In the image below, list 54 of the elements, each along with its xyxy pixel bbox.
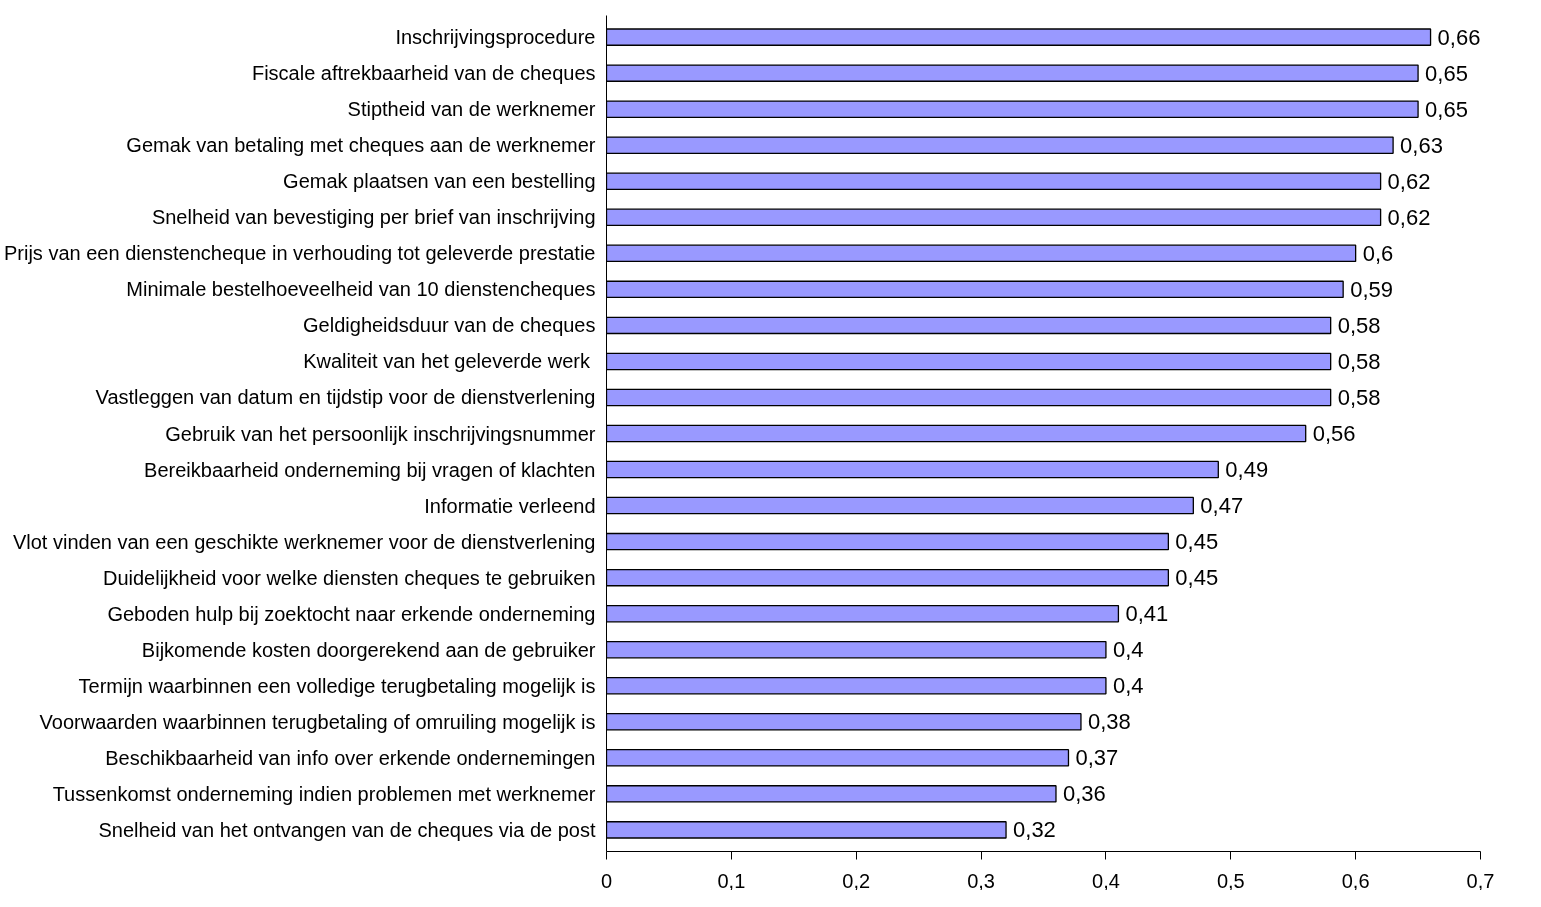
data-label: 0,62: [1387, 204, 1431, 230]
data-label: 0,38: [1087, 709, 1131, 735]
y-tick-label: Vlot vinden van een geschikte werknemer voor de dienstverlening: [12, 530, 596, 553]
y-tick-label: Termijn waarbinnen een volledige terugbetaling mogelijk is: [78, 674, 596, 697]
data-label: 0,58: [1337, 312, 1381, 338]
y-tick-label: Bijkomende kosten doorgerekend aan de gebruiker: [141, 638, 596, 661]
data-label: 0,66: [1437, 24, 1481, 50]
x-tick-label: 0,3: [967, 869, 995, 892]
data-label: 0,6: [1362, 240, 1394, 266]
data-label: 0,45: [1175, 529, 1219, 555]
x-tick-label: 0,1: [717, 869, 746, 892]
data-label: 0,41: [1125, 601, 1169, 627]
x-tick-label: 0,2: [842, 869, 871, 892]
data-label: 0,56: [1312, 421, 1356, 446]
data-label: 0,37: [1075, 745, 1119, 771]
y-tick-label: Voorwaarden waarbinnen terugbetaling of omruiling mogelijk is: [39, 710, 596, 733]
y-tick-label: Duidelijkheid voor welke diensten cheques te gebruiken: [102, 566, 596, 589]
x-tick-label: 0,7: [1466, 869, 1495, 892]
data-label: 0,4: [1112, 637, 1144, 663]
y-tick-label: Fiscale aftrekbaarheid van de cheques: [251, 62, 596, 85]
data-label: 0,65: [1425, 60, 1468, 86]
data-label: 0,45: [1175, 565, 1219, 591]
y-tick-label: Minimale bestelhoeveelheid van 10 dienstencheques: [126, 278, 596, 301]
x-tick-label: 0,6: [1341, 869, 1370, 892]
x-tick-label: 0,5: [1216, 869, 1245, 892]
y-tick-label: Bereikbaarheid onderneming bij vragen of klachten: [144, 458, 596, 481]
y-tick-label: Inschrijvingsprocedure: [395, 26, 596, 49]
y-tick-label: Stiptheid van de werknemer: [347, 98, 596, 121]
data-label: 0,59: [1350, 276, 1393, 302]
data-label: 0,63: [1400, 132, 1443, 158]
data-label: 0,4: [1112, 673, 1144, 699]
y-tick-label: Beschikbaarheid van info over erkende ondernemingen: [105, 746, 596, 769]
data-label: 0,36: [1062, 781, 1106, 807]
y-tick-label: Gebruik van het persoonlijk inschrijvingsnummer: [165, 422, 596, 445]
y-tick-label: Gemak plaatsen van een bestelling: [283, 170, 596, 193]
data-label: 0,58: [1337, 384, 1381, 410]
y-tick-label: Snelheid van bevestiging per brief van inschrijving: [151, 206, 596, 229]
data-label: 0,47: [1200, 493, 1244, 519]
data-label: 0,58: [1337, 348, 1381, 374]
y-tick-label: Geboden hulp bij zoektocht naar erkende onderneming: [107, 602, 596, 625]
data-label: 0,65: [1425, 96, 1468, 122]
y-tick-label: Kwaliteit van het geleverde werk: [303, 350, 591, 373]
y-tick-label: Geldigheidsduur van de cheques: [303, 314, 596, 337]
x-tick-label: 0,4: [1092, 869, 1120, 892]
y-tick-label: Tussenkomst onderneming indien problemen met werknemer: [52, 782, 596, 805]
y-tick-label: Snelheid van het ontvangen van de cheques via de post: [98, 818, 596, 841]
y-tick-label: Informatie verleend: [424, 494, 596, 517]
data-label: 0,62: [1387, 168, 1431, 194]
x-tick-label: 0: [600, 869, 613, 892]
y-tick-label: Vastleggen van datum en tijdstip voor de dienstverlening: [95, 386, 596, 409]
data-label: 0,32: [1013, 817, 1056, 843]
y-tick-label: Prijs van een dienstencheque in verhouding tot geleverde prestatie: [4, 242, 596, 265]
y-tick-label: Gemak van betaling met cheques aan de werknemer: [126, 134, 596, 157]
data-label: 0,49: [1225, 457, 1269, 483]
